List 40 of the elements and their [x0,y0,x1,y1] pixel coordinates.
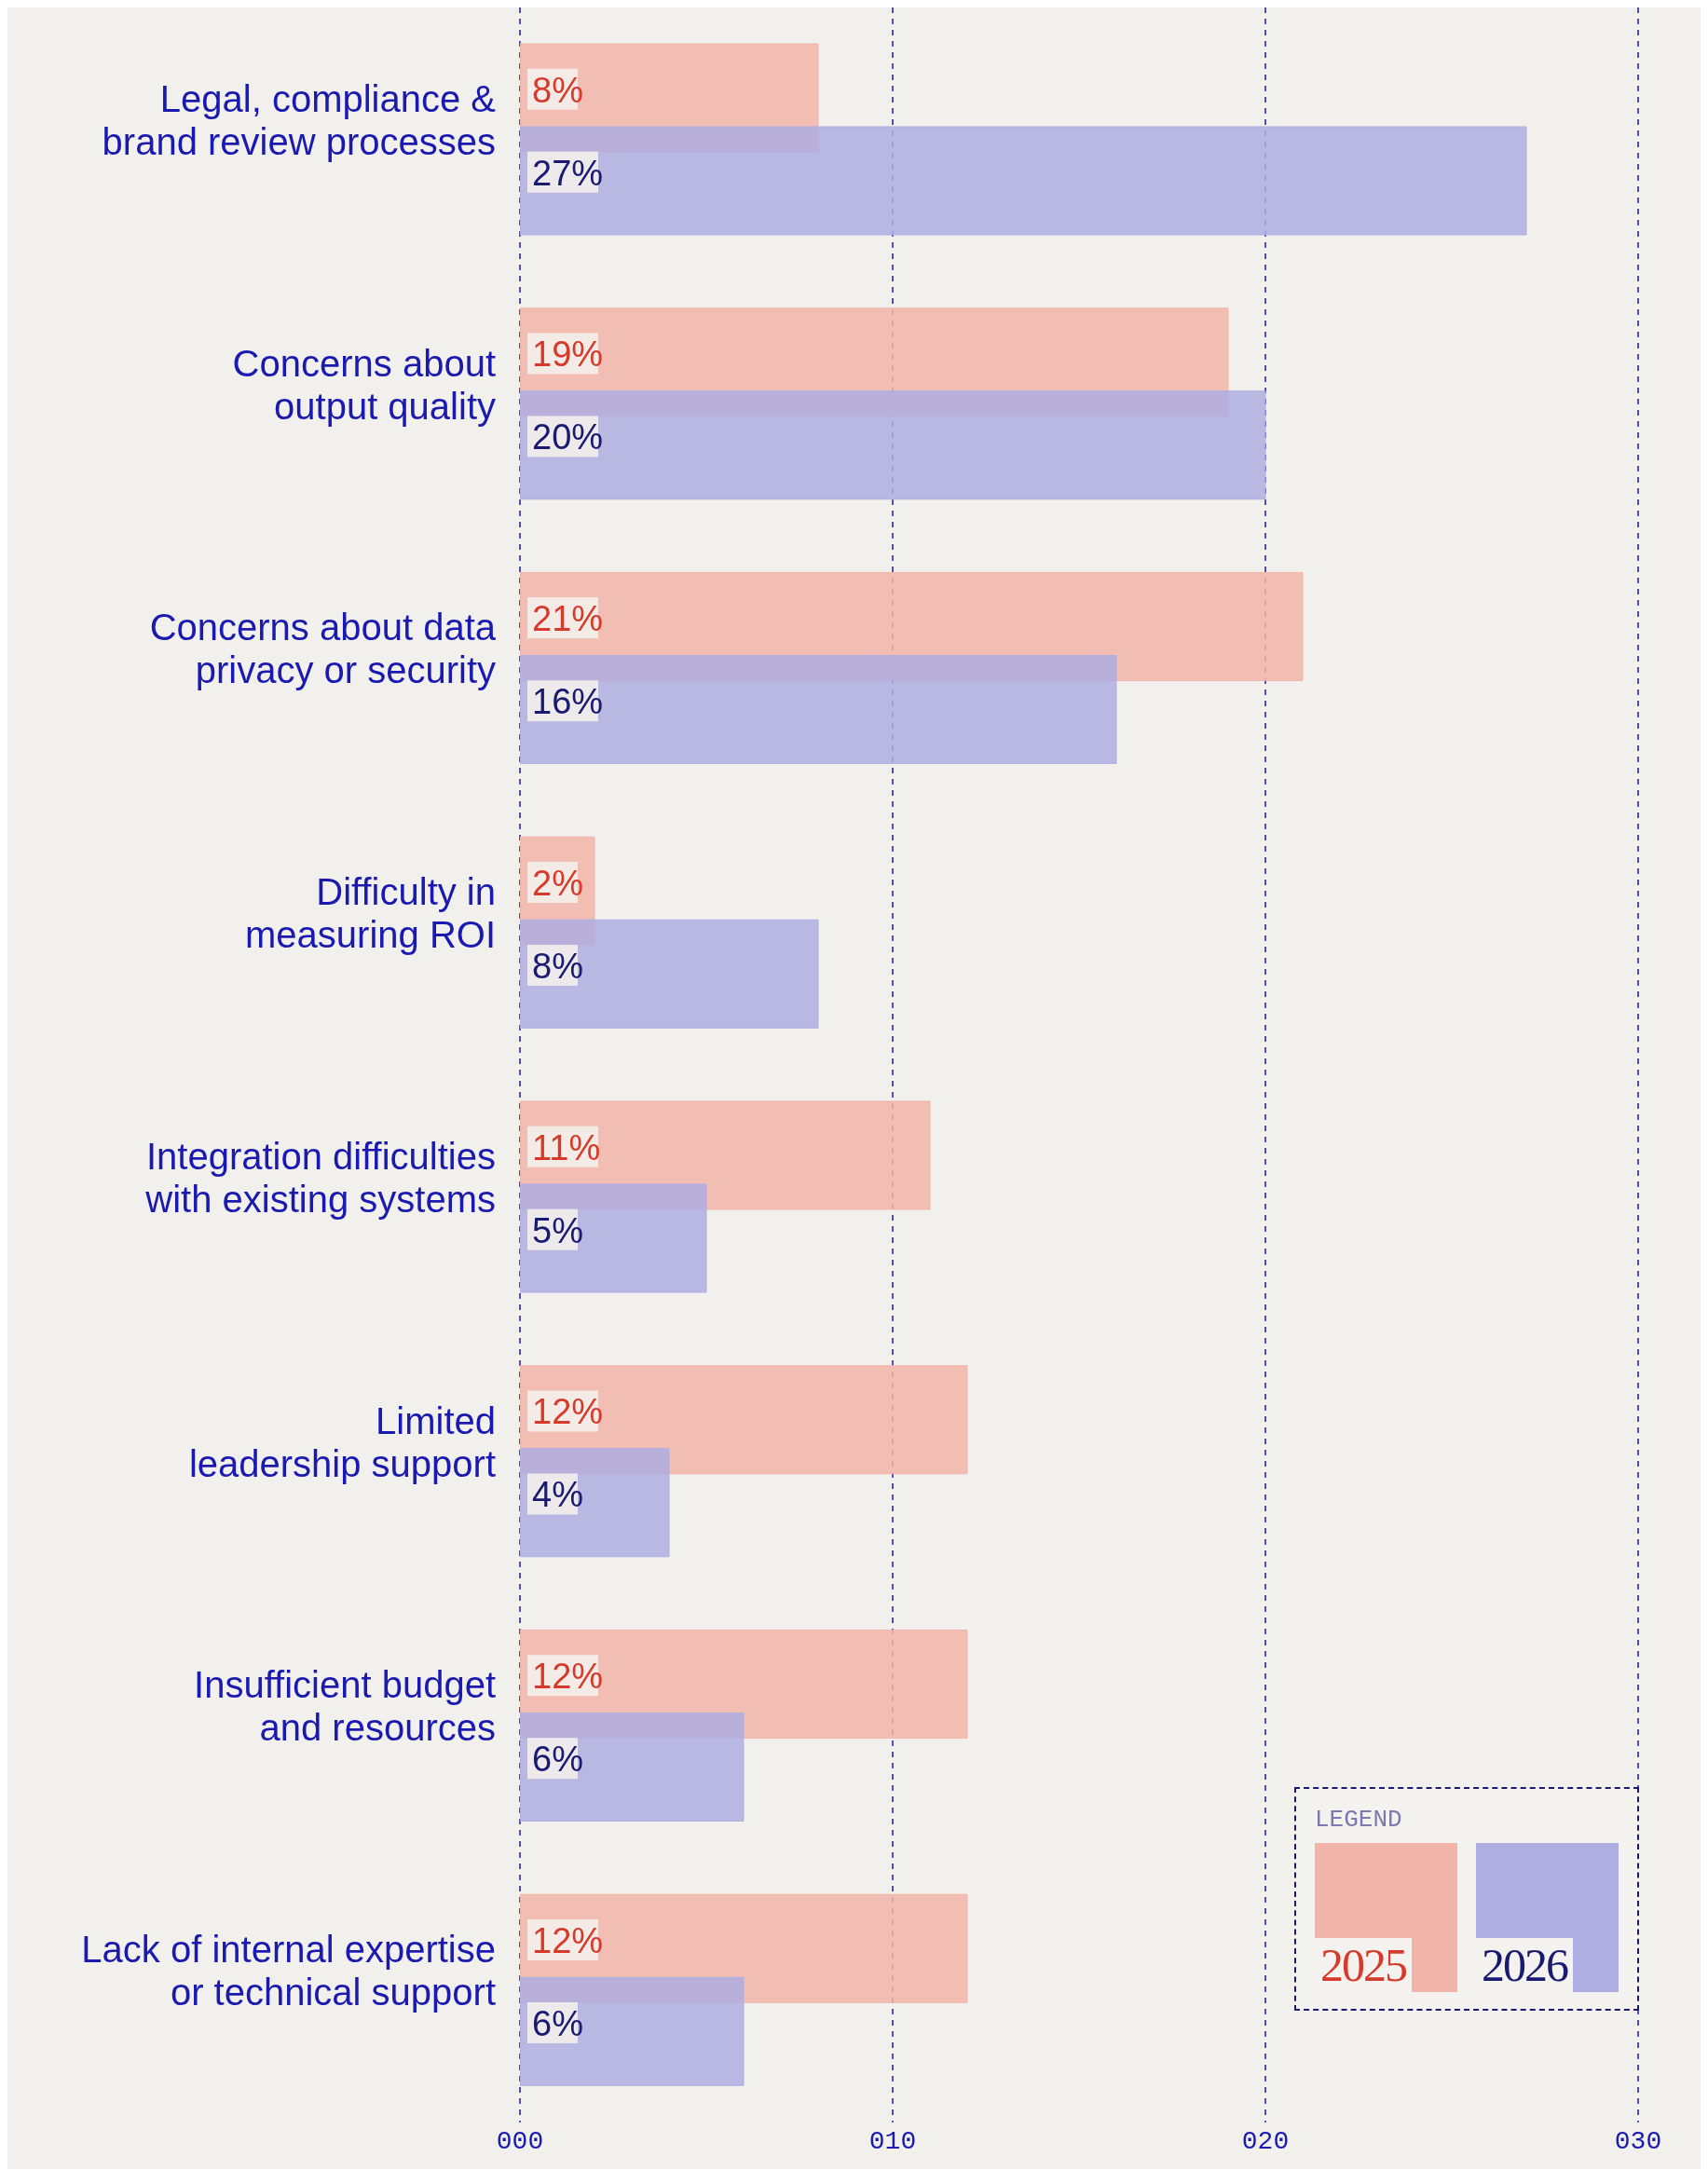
data-label: 6% [532,2003,583,2043]
x-tick-label: 030 [1614,2126,1662,2156]
data-label: 12% [532,1657,604,1697]
data-label: 21% [532,599,604,639]
legend-title: LEGEND [1315,1806,1403,1834]
y-tick-label: Lack of internal expertise or technical support [81,1929,496,2013]
data-label: 8% [532,70,583,110]
y-tick-label: Limited leadership support [188,1399,496,1484]
bar [520,1713,745,1822]
data-label: 11% [532,1127,601,1167]
data-label: 20% [532,417,604,457]
text: 2026 [1476,1938,1573,1992]
data-label: 12% [532,1392,604,1432]
bar [520,390,1266,500]
text: 2025 [1315,1938,1412,1992]
data-label: 8% [532,946,583,986]
x-tick-label: 020 [1241,2126,1290,2156]
data-label: 19% [532,334,604,375]
y-tick-label: Difficulty in measuring ROI [245,871,496,956]
data-label: 6% [532,1740,583,1780]
bar [520,1976,745,2086]
data-label: 2% [532,863,583,903]
x-tick-label: 000 [496,2126,544,2156]
y-tick-label: Concerns about data privacy or security [149,607,497,691]
bar [520,919,819,1029]
bar [520,1183,707,1293]
bar [520,126,1527,236]
y-tick-label: Legal, compliance & brand review processes [102,77,497,162]
x-tick-label: 010 [868,2126,917,2156]
bar [520,655,1117,764]
data-label: 4% [532,1475,583,1515]
y-tick-label: Insufficient budget and resources [194,1664,496,1749]
data-label: 12% [532,1920,604,1960]
data-label: 5% [532,1210,583,1250]
y-tick-label: Concerns about output quality [232,342,496,427]
bar [520,1448,670,1558]
bar [520,1365,968,1475]
y-tick-label: Integration difficulties with existing systems [144,1135,496,1220]
data-label: 27% [532,153,604,193]
data-label: 16% [532,682,604,722]
